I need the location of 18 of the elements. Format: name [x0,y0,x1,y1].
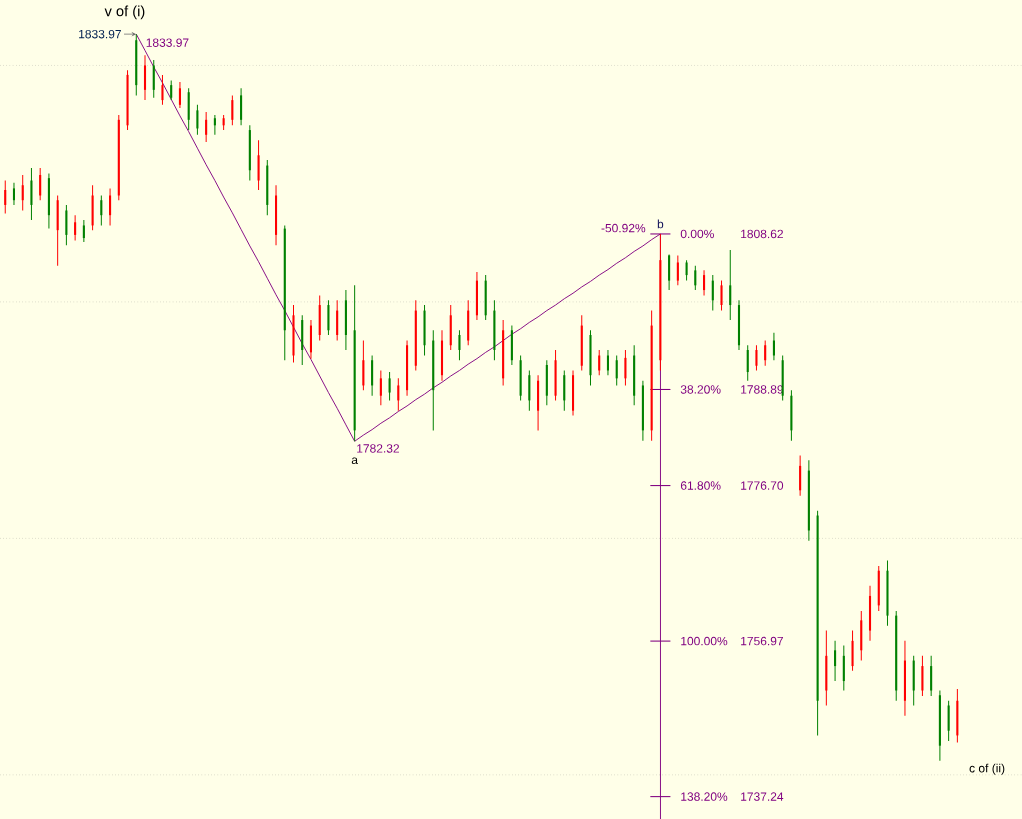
annotation: 0.00% [680,229,714,239]
annotation: 61.80% [680,481,721,490]
y-tick-label: 1756.97 [741,636,783,646]
y-tick-label: 1788.89 [741,385,784,394]
y-tick-label: 1737.24 [741,792,784,801]
annotation: b [657,219,664,229]
annotation: -50.92% [601,223,646,233]
annotation: 1782.32 [357,444,400,453]
annotation: 1833.97 [146,38,189,47]
annotation: 1833.97 [79,29,121,39]
y-tick-label: 1776.70 [741,481,784,490]
text: c of (ii) [969,763,1005,775]
annotation: a [351,457,358,465]
annotation: 100.00% [681,636,728,646]
y-tick-label: 1808.62 [741,229,783,239]
annotation: v of (i) [104,5,145,20]
annotation: 138.20% [681,792,728,801]
annotation: 38.20% [680,385,721,394]
